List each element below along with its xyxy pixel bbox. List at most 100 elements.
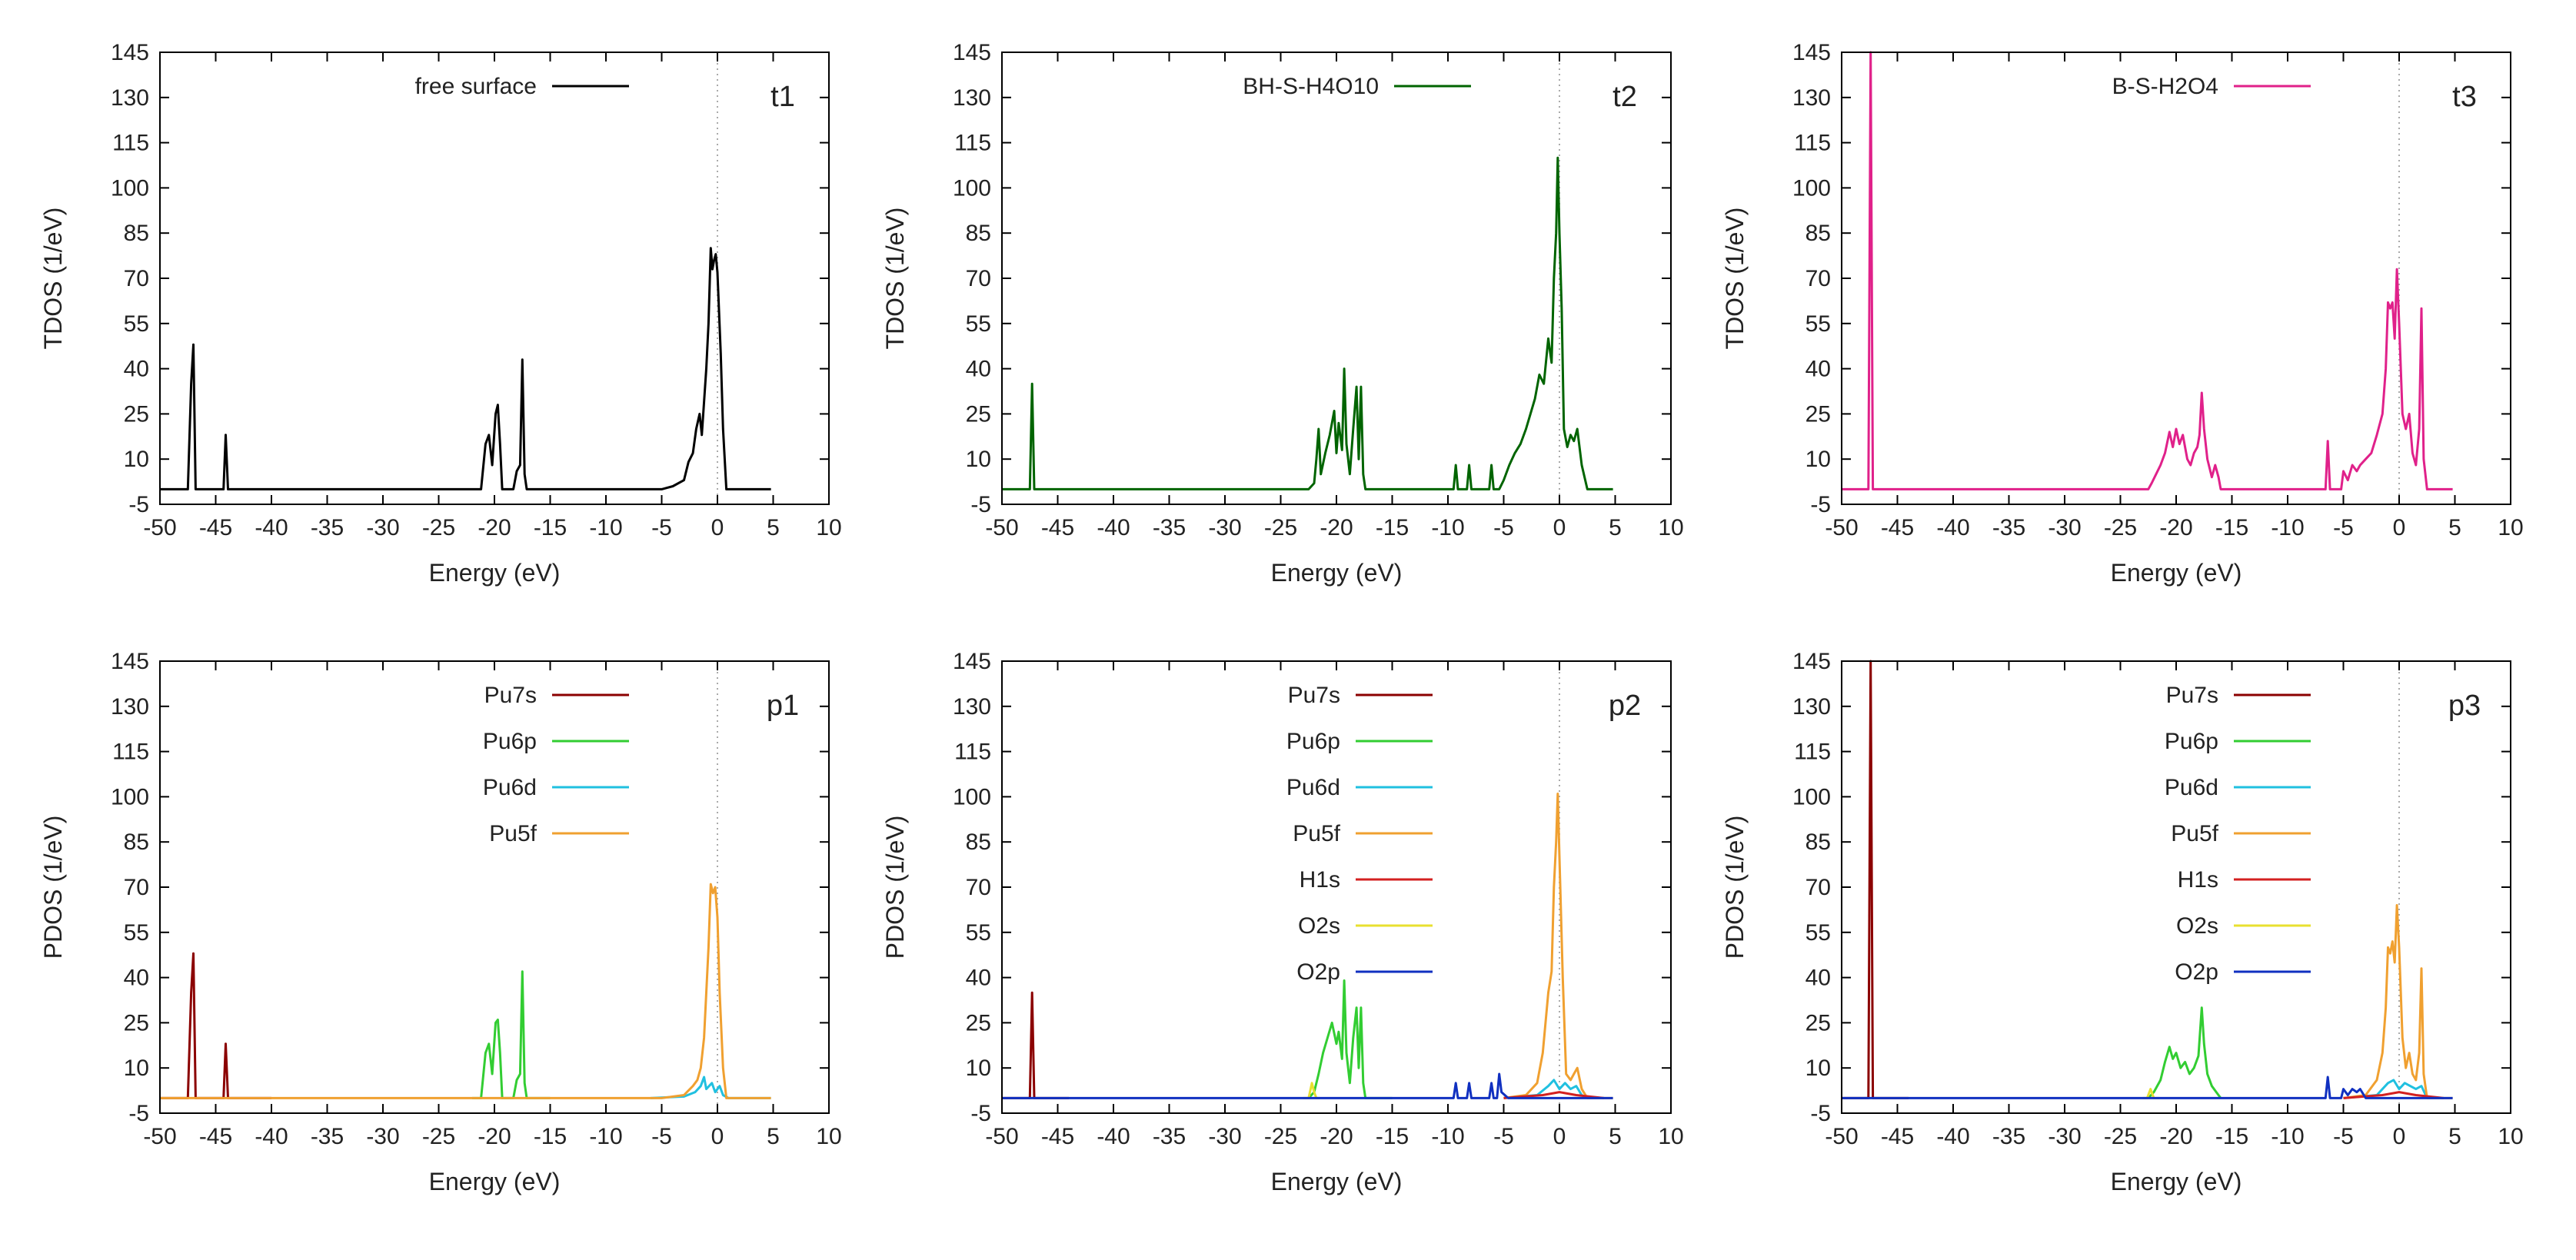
legend-label: O2s [1298,913,1340,939]
x-tick-label: -40 [255,1124,288,1149]
series-line-pu7s [1842,660,1909,1099]
legend-label: Pu6p [2165,729,2218,754]
series-line-pu5f [160,883,771,1099]
x-tick-label: -40 [1097,515,1130,540]
y-tick-label: 130 [1792,694,1831,720]
y-tick-label: 55 [124,311,149,337]
x-axis-label: Energy (eV) [429,559,561,587]
y-tick-label: 25 [1806,1010,1831,1036]
y-tick-label: 40 [966,966,991,991]
panel-p2: -50 -45 -40 -35 -30 -25 -20 -15 -10 -5 0 5 10-510254… [881,649,1684,1195]
y-tick-label: 100 [111,784,149,810]
x-tick-label: -40 [1936,515,1969,540]
x-tick-label: -50 [143,515,176,540]
x-tick-label: -45 [1041,515,1074,540]
x-tick-label: -35 [311,1124,344,1149]
legend-label: O2p [2175,959,2218,985]
x-axis-label: Energy (eV) [1271,1168,1403,1195]
y-axis-label: PDOS (1/eV) [881,816,909,959]
y-tick-label: 115 [954,740,991,765]
x-tick-label: 5 [767,1124,780,1149]
y-tick-label: 145 [953,649,991,674]
y-tick-label: 145 [1792,649,1831,674]
y-tick-label: 10 [1806,447,1831,472]
y-tick-label: 55 [966,311,991,337]
y-tick-label: 10 [966,1056,991,1081]
x-tick-label: -5 [2333,515,2354,540]
panel-tag: t3 [2452,81,2477,113]
series-line-h1s [1503,1091,1605,1099]
series-line-bh-s-h4o10 [1002,156,1613,490]
x-axis-label: Energy (eV) [2111,1168,2242,1195]
y-tick-label: 130 [953,694,991,720]
y-axis-label: TDOS (1/eV) [881,208,909,350]
x-axis-label: Energy (eV) [2111,559,2242,587]
x-tick-label: -40 [1936,1124,1969,1149]
y-tick-label: 70 [1806,875,1831,900]
y-tick-label: 85 [966,829,991,855]
x-tick-label: 0 [1553,1124,1566,1149]
y-tick-label: 70 [124,266,149,291]
y-tick-label: 55 [966,920,991,946]
y-tick-label: 55 [124,920,149,946]
x-tick-label: 0 [711,515,724,540]
y-tick-label: 115 [954,131,991,156]
y-tick-label: 10 [1806,1056,1831,1081]
x-tick-label: -30 [1208,515,1241,540]
y-tick-label: -5 [970,492,991,517]
y-tick-label: 10 [124,1056,149,1081]
legend-label: Pu6d [483,775,537,800]
x-tick-label: -45 [199,1124,232,1149]
x-tick-label: -20 [1320,1124,1353,1149]
y-tick-label: 40 [124,357,149,382]
x-tick-label: -50 [1825,515,1858,540]
legend-label: Pu5f [489,821,537,846]
y-tick-label: 130 [953,85,991,111]
panel-t3: -50 -45 -40 -35 -30 -25 -20 -15 -10 -5 0 5 10-510254… [1721,40,2524,587]
y-tick-label: 85 [1806,829,1831,855]
x-tick-label: 10 [1658,1124,1683,1149]
panel-tag: p2 [1609,690,1641,722]
x-tick-label: -15 [534,1124,567,1149]
y-tick-label: 85 [1806,221,1831,246]
x-tick-label: 0 [711,1124,724,1149]
x-tick-label: 5 [767,515,780,540]
y-axis-label: TDOS (1/eV) [39,208,67,350]
x-tick-label: -25 [422,515,455,540]
y-tick-label: 115 [112,131,149,156]
y-tick-label: 25 [124,401,149,427]
legend-label: Pu7s [1288,683,1340,708]
series-line-pu6d [1503,1079,1589,1099]
x-tick-label: -35 [1153,515,1186,540]
y-tick-label: 130 [1792,85,1831,111]
y-tick-label: 25 [1806,401,1831,427]
x-tick-label: -10 [1431,1124,1464,1149]
x-tick-label: -30 [366,515,399,540]
x-tick-label: -30 [1208,1124,1241,1149]
y-tick-label: 55 [1806,920,1831,946]
series-line-pu5f [2343,904,2453,1099]
y-tick-label: -5 [128,1101,149,1126]
series-line-pu7s [160,952,271,1099]
y-tick-label: 145 [111,40,149,65]
series-line-free-surface [160,247,771,490]
y-tick-label: 25 [966,401,991,427]
y-tick-label: 85 [124,221,149,246]
x-tick-label: 0 [2393,1124,2406,1149]
x-tick-label: -30 [366,1124,399,1149]
y-tick-label: 70 [1806,266,1831,291]
x-tick-label: 5 [2448,1124,2461,1149]
legend-label: O2s [2176,913,2218,939]
x-tick-label: 10 [816,515,841,540]
x-tick-label: -25 [422,1124,455,1149]
x-tick-label: -45 [1881,1124,1914,1149]
x-tick-label: 10 [1658,515,1683,540]
x-tick-label: -20 [2159,515,2192,540]
x-tick-label: -15 [1376,1124,1409,1149]
x-tick-label: -50 [985,1124,1018,1149]
y-tick-label: 100 [1792,175,1831,201]
y-tick-label: 70 [966,875,991,900]
y-axis-label: PDOS (1/eV) [39,816,67,959]
legend-label: BH-S-H4O10 [1243,74,1379,99]
y-tick-label: 145 [953,40,991,65]
